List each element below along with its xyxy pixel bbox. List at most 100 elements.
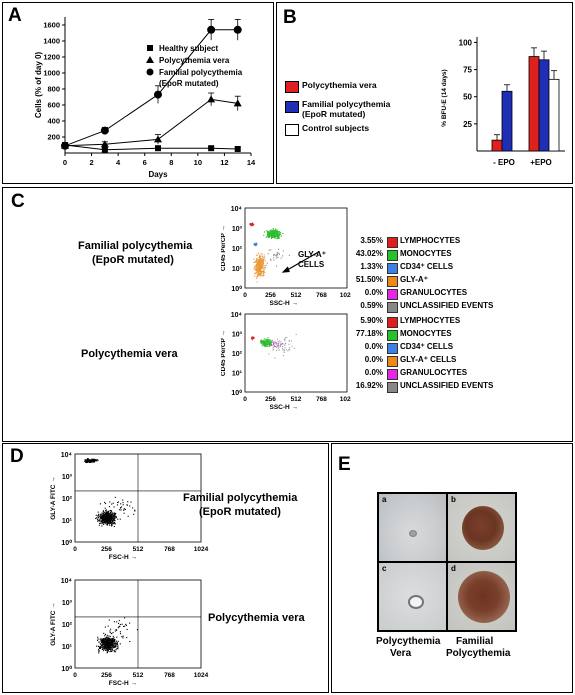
event-dot [267, 337, 269, 339]
event-dot [267, 253, 269, 255]
x-tick-label: 768 [164, 672, 175, 679]
event-dot [99, 646, 101, 648]
event-dot [252, 225, 254, 227]
event-dot [120, 506, 123, 508]
x-tick-label: 12 [220, 158, 228, 167]
event-dot [104, 515, 106, 518]
event-dot [275, 346, 278, 348]
event-dot [114, 643, 116, 645]
event-dot [265, 342, 267, 344]
event-dot [278, 342, 280, 344]
event-dot [125, 624, 128, 626]
event-dot [102, 512, 104, 514]
event-dot [272, 347, 274, 349]
event-dot [97, 636, 99, 638]
event-dot [109, 512, 111, 514]
event-dot [104, 647, 106, 650]
event-dot [274, 236, 277, 238]
event-dot [102, 648, 104, 650]
event-dot [254, 261, 256, 263]
event-dot [263, 341, 265, 343]
event-dot [103, 523, 105, 525]
event-dot [257, 263, 259, 265]
x-tick-label: 2 [89, 158, 93, 167]
event-dot [108, 648, 111, 650]
event-dot [116, 504, 119, 506]
event-dot [105, 513, 107, 515]
event-dot [106, 513, 108, 515]
event-dot [262, 275, 264, 277]
event-dot [103, 515, 105, 517]
y-tick-label: 10⁰ [61, 665, 72, 673]
event-dot [275, 341, 277, 343]
event-dot [256, 265, 258, 267]
panel-e: E a b c d Polycythemia Vera Familial Pol… [331, 443, 573, 693]
event-dot [116, 636, 118, 638]
event-dot [261, 340, 263, 342]
event-dot [283, 338, 285, 340]
event-dot [255, 261, 257, 263]
event-dot [100, 515, 102, 517]
event-dot [112, 520, 114, 522]
event-dot [255, 265, 257, 268]
event-dot [105, 636, 108, 638]
event-dot [259, 260, 261, 262]
event-dot [107, 524, 109, 526]
event-dot [106, 648, 108, 650]
event-dot [255, 264, 257, 266]
event-dot [275, 265, 278, 267]
event-dot [260, 258, 262, 260]
event-dot [124, 508, 127, 510]
event-dot [259, 261, 261, 264]
legend-label: Healthy subject [159, 44, 218, 53]
event-dot [112, 518, 114, 520]
micrograph-label-a: a [382, 495, 387, 504]
event-dot [111, 642, 113, 644]
event-dot [272, 349, 275, 351]
event-dot [115, 643, 117, 645]
event-dot [261, 255, 263, 257]
x-tick-label: 256 [265, 292, 276, 299]
event-dot [276, 234, 278, 236]
stat-label: GLY-A⁺ CELLS [400, 355, 457, 364]
event-dot [269, 236, 271, 238]
micrograph-d: d [447, 562, 516, 631]
event-dot [274, 345, 276, 348]
panel-label-e: E [338, 454, 351, 475]
y-tick-label: 10⁴ [61, 578, 73, 585]
event-dot [106, 634, 108, 636]
event-dot [277, 340, 279, 343]
event-dot [110, 644, 112, 646]
event-dot [264, 256, 266, 258]
event-dot [270, 249, 272, 251]
event-dot [267, 339, 269, 341]
event-dot [264, 343, 266, 345]
x-tick-label: 10 [194, 158, 202, 167]
y-tick-label: 10⁰ [231, 389, 242, 397]
event-dot [113, 525, 115, 528]
event-dot [107, 646, 109, 648]
event-dot [115, 649, 117, 651]
event-dot [110, 509, 112, 512]
event-dot [276, 236, 278, 238]
event-dot [109, 631, 111, 634]
event-dot [84, 460, 86, 462]
event-dot [113, 642, 115, 644]
event-dot [105, 643, 107, 645]
event-dot [259, 254, 261, 256]
event-dot [106, 641, 108, 643]
event-dot [123, 508, 125, 510]
event-dot [110, 647, 112, 649]
micrograph-a: a [378, 493, 447, 562]
event-dot [126, 504, 128, 506]
event-dot [97, 645, 99, 647]
event-dot [278, 236, 280, 238]
event-dot [116, 641, 118, 643]
event-dot [105, 517, 107, 519]
event-dot [111, 633, 113, 635]
event-dot [106, 643, 108, 645]
event-dot [121, 623, 123, 625]
event-dot [114, 496, 116, 498]
panel-label-a: A [8, 5, 22, 26]
event-dot [271, 233, 273, 235]
